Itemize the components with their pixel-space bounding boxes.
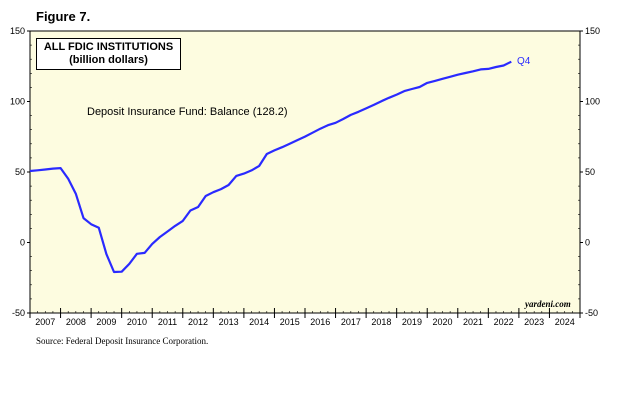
x-tick-label: 2015	[280, 317, 300, 327]
x-tick-label: 2024	[555, 317, 575, 327]
y-tick-label-right: -50	[585, 308, 598, 318]
y-tick-label-right: 0	[585, 238, 590, 248]
chart-subtitle: (billion dollars)	[69, 54, 148, 66]
chart-title-box: ALL FDIC INSTITUTIONS (billion dollars)	[36, 38, 181, 70]
x-tick-label: 2013	[219, 317, 239, 327]
x-axis: 2007 2008 2009 2010 2011 2012 2013 2014 2015 2016…	[29, 308, 581, 327]
figure-label: Figure 7.	[36, 9, 91, 24]
chart-title: ALL FDIC INSTITUTIONS	[43, 41, 174, 53]
x-tick-label: 2010	[127, 317, 147, 327]
y-tick-label-right: 150	[585, 26, 600, 36]
x-tick-label: 2014	[249, 317, 269, 327]
x-tick-label: 2008	[66, 317, 86, 327]
x-tick-label: 2007	[35, 317, 55, 327]
end-label: Q4	[517, 56, 531, 67]
y-tick-label-right: 100	[585, 97, 600, 107]
x-tick-label: 2018	[371, 317, 391, 327]
y-tick-label-left: 0	[20, 238, 25, 248]
x-tick-label: 2019	[402, 317, 422, 327]
y-tick-label-left: 100	[10, 97, 25, 107]
x-tick-label: 2012	[188, 317, 208, 327]
y-tick-label-left: 150	[10, 26, 25, 36]
x-tick-label: 2011	[158, 317, 177, 327]
x-tick-label: 2020	[432, 317, 452, 327]
x-tick-label: 2009	[96, 317, 116, 327]
credit-label: yardeni.com	[525, 299, 571, 309]
x-tick-label: 2023	[524, 317, 544, 327]
x-tick-label: 2021	[463, 317, 483, 327]
series-annotation: Deposit Insurance Fund: Balance (128.2)	[87, 106, 288, 118]
y-tick-label-left: -50	[12, 308, 25, 318]
x-tick-label: 2022	[494, 317, 514, 327]
y-axis-left: -50 0 50 100 150	[10, 26, 32, 318]
source-note: Source: Federal Deposit Insurance Corpor…	[36, 336, 209, 346]
y-axis-right: -50 0 50 100 150	[578, 26, 600, 318]
y-tick-label-right: 50	[585, 167, 595, 177]
series-layer	[29, 60, 512, 274]
x-tick-label: 2016	[310, 317, 330, 327]
series-line	[29, 60, 512, 274]
y-tick-label-left: 50	[15, 167, 25, 177]
x-tick-label: 2017	[341, 317, 361, 327]
